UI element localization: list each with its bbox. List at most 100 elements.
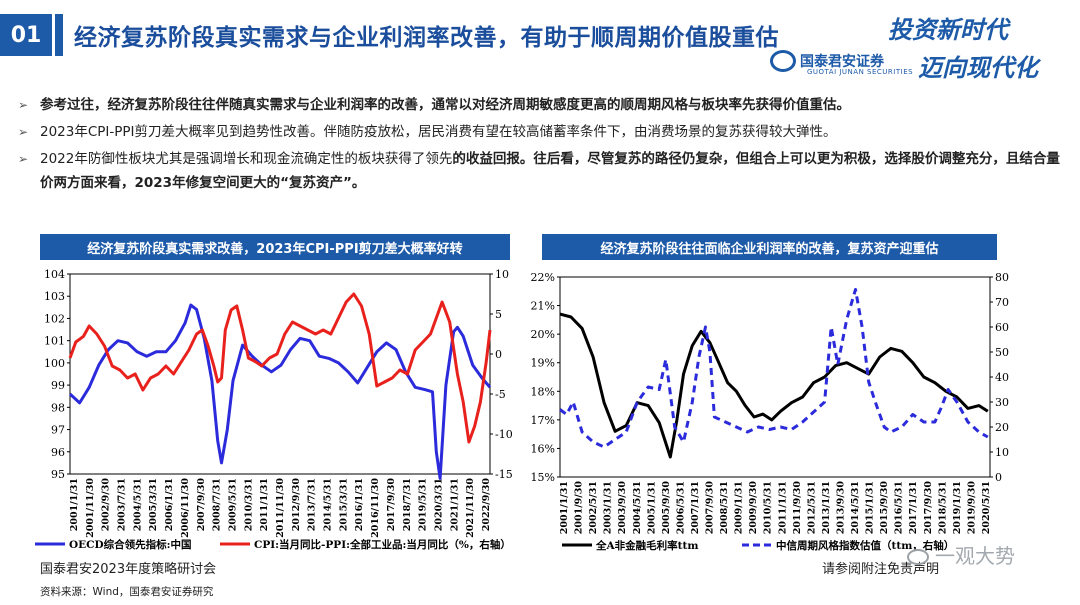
x-tick-label: 2005/1/31 [646,481,657,534]
chart-1: 104 103 102 101 100 99 98 97 96 95 10 5 0 -5 -10 -15 200… [35,268,513,551]
y-left-tick-label: 101 [44,335,65,348]
legend-label: OECD综合领先指标:中国 [69,538,192,551]
y-right-tick-label: 5 [495,308,502,321]
x-tick-label: 2008/5/31 [719,481,730,534]
bullet-text: 2022年防御性板块尤其是强调增长和现金流确定性的板块获得了领先的收益回报。往后… [40,151,1060,191]
y-right-tick-label: 0 [495,348,502,361]
y-left-tick-label: 102 [44,312,65,325]
page-title: 经济复苏阶段真实需求与企业利润率改善，有助于顺周期价值股重估 [74,25,779,51]
arrow-bullet-icon: ➢ [18,125,29,139]
y-right-tick-label: -10 [495,428,513,441]
y-left-tick-label: 96 [51,446,65,459]
y-right-tick-label: 30 [995,396,1009,409]
x-tick-label: 2015/9/30 [879,481,890,535]
wechat-icon [907,549,929,565]
y-right-tick-label: 60 [995,321,1009,334]
x-tick-label: 2022/9/30 [481,478,492,532]
series-line [68,292,492,444]
x-tick-label: 2005/3/31 [148,478,159,531]
x-tick-label: 2020/5/31 [981,481,992,534]
x-tick-label: 2018/5/31 [937,481,948,534]
x-tick-label: 2018/7/31 [402,478,413,531]
company-logo: 国泰君安证券 [770,50,884,72]
x-tick-label: 2002/5/31 [588,481,599,534]
x-tick-label: 2001/9/30 [574,481,585,535]
y-right-tick-label: 0 [995,471,1002,484]
x-tick-label: 2021/1/31 [449,478,460,531]
y-left-tick-label: 98 [51,401,65,414]
slogan-line-2: 迈向现代化 [918,53,1038,82]
legend-label: CPI:当月同比-PPI:全部工业品:当月同比（%，右轴） [254,538,511,551]
y-left-tick-label: 97 [51,424,65,437]
x-tick-label: 2019/1/31 [952,481,963,534]
x-tick-label: 2009/1/31 [734,481,745,534]
footer-source: 资料来源：Wind，国泰君安证券研究 [40,586,214,598]
x-tick-label: 2004/5/31 [632,481,643,534]
y-right-tick-label: 10 [995,446,1009,459]
logo-cn-text: 国泰君安证券 [800,54,884,70]
x-tick-label: 2016/1/31 [354,478,365,531]
x-tick-label: 2019/9/30 [966,481,977,535]
y-left-tick-label: 95 [51,468,65,481]
x-tick-label: 2016/5/31 [894,481,905,534]
y-left-tick-label: 99 [51,379,65,392]
x-tick-label: 2013/1/31 [821,481,832,534]
series-line [68,303,492,480]
x-tick-label: 2006/1/31 [164,478,175,531]
y-left-tick-label: 103 [44,290,65,303]
legend-label: 全A非金融毛利率ttm [595,539,698,552]
y-left-tick-label: 21% [531,300,555,313]
logo-en-text: GUOTAI JUNAN SECURITIES [807,68,914,76]
y-right-tick-label: -5 [495,388,506,401]
slogan-line-1: 投资新时代 [888,15,1008,44]
x-tick-label: 2014/5/31 [850,481,861,534]
x-tick-label: 2003/9/30 [617,481,628,535]
y-left-tick-label: 16% [531,442,555,455]
x-tick-label: 2002/9/30 [101,478,112,532]
title-accent-bar [55,14,63,56]
x-tick-label: 2017/1/31 [908,481,919,534]
legend-label: 中信周期风格指数估值（ttm，右轴） [776,539,954,552]
footer-event: 国泰君安2023年度策略研讨会 [40,562,217,577]
x-tick-label: 2005/9/30 [661,481,672,535]
y-left-tick-label: 22% [531,271,555,284]
series-line [559,312,989,459]
y-left-tick-label: 19% [531,357,555,370]
y-left-tick-label: 15% [531,471,555,484]
y-right-tick-label: 50 [995,346,1009,359]
plot-frame [69,273,491,475]
x-tick-label: 2003/7/31 [117,478,128,531]
x-tick-label: 2011/1/31 [777,481,788,534]
y-right-tick-label: -15 [495,468,513,481]
x-tick-label: 2014/5/31 [323,478,334,531]
x-tick-label: 2015/3/31 [338,478,349,531]
x-tick-label: 2007/9/30 [196,478,207,532]
chart-2-title: 经济复苏阶段往往面临企业利润率的改善，复苏资产迎重估 [542,234,997,260]
x-tick-label: 2013/9/30 [835,481,846,535]
x-tick-label: 2010/3/31 [243,478,254,531]
bullet-text: 2023年CPI-PPI剪刀差大概率见到趋势性改善。伴随防疫放松，居民消费有望在… [40,124,837,140]
x-tick-label: 2006/5/31 [675,481,686,534]
y-right-tick-label: 20 [995,421,1009,434]
bullet-list: ➢ 参考过往，经济复苏阶段往往伴随真实需求与企业利润率的改善，通常以对经济周期敏… [18,93,1068,198]
bullet-item: ➢ 2022年防御性板块尤其是强调增长和现金流确定性的板块获得了领先的收益回报。… [18,147,1068,195]
footer-disclaimer: 请参阅附注免责声明 [822,562,940,577]
x-tick-label: 2007/9/30 [705,481,716,535]
x-tick-label: 2019/5/31 [418,478,429,531]
watermark: 一观大势 [935,544,1015,568]
x-tick-label: 2012/9/30 [291,478,302,532]
x-tick-label: 2015/1/31 [865,481,876,534]
x-tick-label: 2001/1/31 [559,481,570,534]
bullet-text: 参考过往，经济复苏阶段往往伴随真实需求与企业利润率的改善，通常以对经济周期敏感度… [40,97,850,113]
x-tick-label: 2008/7/31 [212,478,223,531]
y-left-tick-label: 17% [531,414,555,427]
x-tick-label: 2011/11/30 [275,478,286,538]
x-tick-label: 2009/9/30 [748,481,759,535]
chart-1-title: 经济复苏阶段真实需求改善，2023年CPI-PPI剪刀差大概率好转 [40,234,510,260]
x-tick-label: 2006/11/30 [180,478,191,538]
x-tick-label: 2009/5/31 [227,478,238,531]
x-tick-label: 2011/1/31 [259,478,270,531]
x-tick-label: 2004/5/31 [132,478,143,531]
x-tick-label: 2021/11/30 [465,478,476,538]
x-tick-label: 2001/11/30 [85,478,96,538]
